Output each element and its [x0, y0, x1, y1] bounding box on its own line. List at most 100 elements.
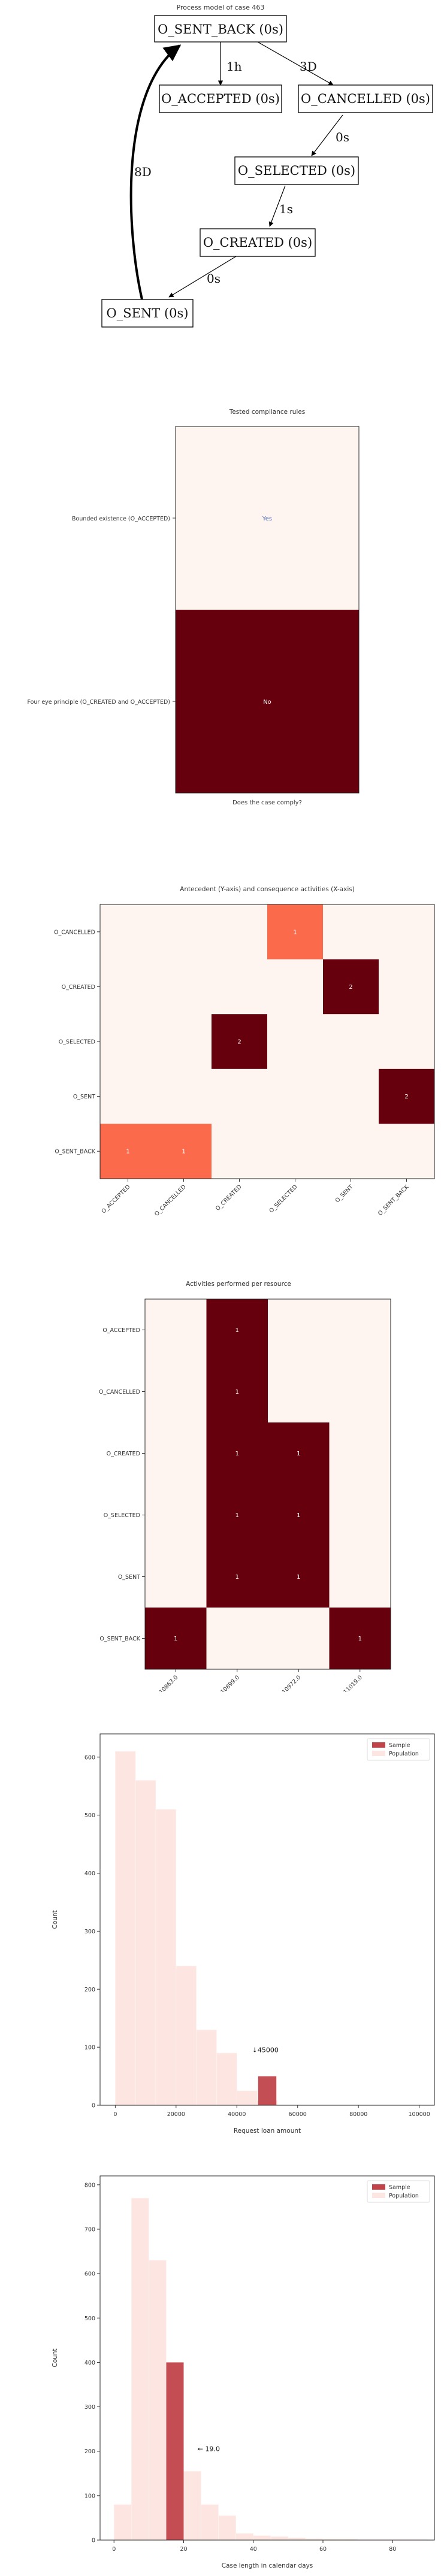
y-tick-label: 500 — [84, 2315, 95, 2322]
legend-label-sample: Sample — [389, 2184, 410, 2191]
population-bar — [196, 2029, 217, 2106]
compliance-row-label-1: Bounded existence (O_ACCEPTED) — [72, 516, 170, 522]
resources-cell — [329, 1608, 391, 1669]
process-model-title: Process model of case 463 — [177, 4, 265, 11]
antecedent-col-label: O_SELECTED — [268, 1183, 298, 1214]
svg-text:O_ACCEPTED (0s): O_ACCEPTED (0s) — [161, 92, 280, 106]
compliance-frame — [175, 426, 360, 794]
node-sent: O_SENT (0s) — [101, 299, 194, 328]
compliance-cell-yes — [176, 426, 359, 610]
resources-cell — [268, 1422, 330, 1484]
case-length-histogram: 0 100 200 300 400 500 600 700 800 0 20 40 60 80 Case l… — [52, 2175, 435, 2569]
y-tick-label: 400 — [84, 2360, 95, 2366]
population-bar — [270, 2536, 289, 2541]
x-tick-label: 60000 — [289, 2111, 307, 2118]
compliance-xlabel: Does the case comply? — [232, 800, 302, 806]
population-bar — [131, 2197, 149, 2541]
node-sent-back: O_SENT_BACK (0s) — [154, 15, 287, 43]
y-axis-label: Count — [52, 1910, 59, 1929]
population-bar — [218, 2515, 236, 2541]
resources-cell-value: 1 — [235, 1512, 239, 1519]
edge-label-sent-sb: 8D — [134, 165, 152, 179]
plot-frame — [99, 2175, 435, 2541]
antecedent-cell — [212, 1014, 267, 1069]
antecedent-row-label: O_CANCELLED — [54, 929, 95, 936]
edge-label-cre-sent: 0s — [207, 271, 220, 286]
edge-created-sent — [168, 256, 237, 298]
antecedent-cell — [379, 1068, 434, 1124]
compliance-row-label-2: Four eye principle (O_CREATED and O_ACCE… — [27, 699, 170, 706]
antecedent-cell — [156, 1124, 212, 1179]
svg-text:O_SENT_BACK (0s): O_SENT_BACK (0s) — [158, 22, 283, 37]
y-tick-label: 700 — [84, 2226, 95, 2233]
population-bar — [135, 1780, 156, 2106]
resources-cell-value: 1 — [174, 1636, 177, 1642]
sample-bar — [258, 2076, 277, 2105]
population-bar — [253, 2535, 271, 2541]
y-tick-label: 300 — [84, 1929, 95, 1935]
resources-cell-value: 1 — [358, 1636, 362, 1642]
resources-row-label: O_CANCELLED — [99, 1389, 140, 1396]
node-selected: O_SELECTED (0s) — [234, 156, 359, 185]
antecedent-cell-value: 2 — [404, 1094, 408, 1100]
y-tick-label: 200 — [84, 2448, 95, 2455]
compliance-heatmap: Tested compliance rules Yes No Bounded e… — [27, 408, 360, 806]
resources-row-label: O_ACCEPTED — [102, 1327, 140, 1334]
antecedent-cell-value: 1 — [293, 929, 297, 936]
antecedent-cell-value: 2 — [349, 984, 352, 991]
x-axis-label: Request loan amount — [234, 2127, 301, 2135]
edge-label-can-sel: 0s — [336, 130, 349, 144]
y-tick-label: 200 — [84, 1987, 95, 1993]
y-tick-label: 0 — [92, 2103, 95, 2109]
edge-sent-sentback — [129, 44, 182, 300]
resources-col-label: 10899.0 — [219, 1674, 241, 1692]
antecedent-col-label: O_CREATED — [215, 1183, 243, 1212]
resources-cell — [145, 1608, 207, 1669]
plot-frame — [99, 1733, 435, 2106]
legend-swatch-sample — [372, 1742, 385, 1748]
resources-cell — [206, 1546, 268, 1608]
antecedent-col-label: O_SENT — [334, 1183, 355, 1204]
resources-cell-value: 1 — [235, 1327, 239, 1334]
legend-swatch-population — [372, 2193, 385, 2198]
resources-title: Activities performed per resource — [186, 1281, 291, 1288]
resources-cell-value: 1 — [235, 1451, 239, 1457]
x-tick-label: 20000 — [167, 2111, 185, 2118]
resources-col-label: 10863.0 — [158, 1674, 180, 1692]
antecedent-row-label: O_SENT_BACK — [55, 1149, 95, 1155]
compliance-cell-no — [176, 610, 359, 793]
svg-text:O_SENT (0s): O_SENT (0s) — [106, 306, 188, 320]
svg-text:O_CREATED (0s): O_CREATED (0s) — [203, 235, 312, 250]
resources-cell — [206, 1422, 268, 1484]
x-tick-label: 100000 — [409, 2111, 430, 2118]
y-tick-label: 600 — [84, 1754, 95, 1761]
resources-cell — [268, 1484, 330, 1546]
x-tick-label: 80 — [389, 2546, 396, 2553]
population-bar — [288, 2537, 306, 2541]
legend-label-population: Population — [389, 2193, 419, 2199]
population-bar — [236, 2090, 258, 2106]
resources-col-label: 11019.0 — [342, 1674, 364, 1692]
node-accepted: O_ACCEPTED (0s) — [159, 84, 282, 113]
resources-row-label: O_SENT_BACK — [99, 1636, 140, 1642]
compliance-value-no: No — [263, 699, 271, 706]
y-tick-label: 300 — [84, 2404, 95, 2411]
population-bar — [113, 2504, 132, 2541]
resources-cell-value: 1 — [297, 1574, 300, 1581]
antecedent-title: Antecedent (Y-axis) and consequence acti… — [180, 886, 355, 893]
node-cancelled: O_CANCELLED (0s) — [298, 84, 433, 113]
resources-cell-value: 1 — [235, 1574, 239, 1581]
x-tick-label: 80000 — [349, 2111, 367, 2118]
population-bar — [235, 2533, 254, 2541]
antecedent-cell — [100, 1124, 156, 1179]
edge-cancelled-selected — [311, 114, 343, 156]
population-bar — [149, 2260, 167, 2541]
edge-sentback-cancelled — [257, 41, 334, 86]
loan-amount-histogram: 0 100 200 300 400 500 600 0 20000 40000 60000 80000… — [52, 1733, 435, 2135]
population-bar — [201, 2504, 219, 2541]
x-tick-label: 40 — [250, 2546, 257, 2553]
resources-row-label: O_CREATED — [107, 1451, 140, 1457]
antecedent-row-label: O_CREATED — [62, 984, 95, 991]
antecedent-cell — [267, 904, 323, 959]
legend-label-sample: Sample — [389, 1742, 410, 1749]
